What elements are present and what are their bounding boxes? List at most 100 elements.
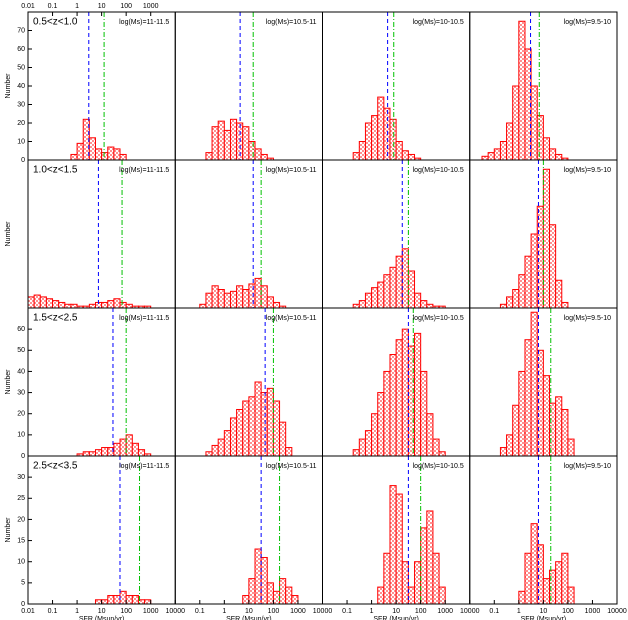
bar xyxy=(407,586,416,605)
x-tick-label: 10 xyxy=(98,608,106,615)
bar xyxy=(101,447,109,457)
y-tick-label: 30 xyxy=(17,474,25,481)
bar xyxy=(420,370,428,457)
bar xyxy=(358,300,366,309)
y-tick-label: 50 xyxy=(17,347,25,354)
bar xyxy=(205,451,213,457)
bar xyxy=(266,387,274,457)
bar xyxy=(279,578,287,605)
bar xyxy=(88,137,96,161)
y-tick-label: 0 xyxy=(21,601,25,608)
panel-frame xyxy=(27,159,176,309)
panel-frame xyxy=(27,307,176,457)
annotation: log(Ms)=10.5-11 xyxy=(266,19,317,26)
bar xyxy=(260,392,268,457)
x-tick-label: 100 xyxy=(120,608,132,615)
x-axis-label: SFR (Msun/yr) xyxy=(226,616,272,620)
bar xyxy=(530,233,538,309)
bar xyxy=(567,438,575,457)
bar xyxy=(131,595,139,605)
bar xyxy=(266,296,274,309)
bar xyxy=(82,451,90,457)
bar xyxy=(254,381,262,457)
bar xyxy=(549,148,557,161)
y-tick-label: 15 xyxy=(17,537,25,544)
bar xyxy=(377,281,385,309)
bar xyxy=(542,168,551,309)
bar xyxy=(285,586,293,605)
bar xyxy=(383,552,391,605)
bar xyxy=(401,150,409,161)
y-tick-label: 30 xyxy=(17,101,25,108)
bar xyxy=(229,118,238,161)
bar xyxy=(113,595,121,605)
bar xyxy=(101,152,109,161)
bar xyxy=(94,148,103,161)
bar xyxy=(481,155,489,161)
bar xyxy=(236,285,244,309)
bar xyxy=(364,292,373,309)
y-tick-label: 60 xyxy=(17,46,25,53)
x-tick-label: 10 xyxy=(98,3,106,10)
bar xyxy=(52,300,60,309)
x-tick-label: 0.1 xyxy=(342,608,352,615)
bar xyxy=(401,328,409,457)
bar xyxy=(512,289,520,309)
bar xyxy=(236,408,244,457)
panel-frame xyxy=(27,11,176,161)
bar xyxy=(524,552,532,605)
bar xyxy=(58,301,66,309)
bar xyxy=(272,400,281,457)
x-tick-label: 10000 xyxy=(166,608,186,615)
bar xyxy=(383,274,391,309)
bar xyxy=(45,298,54,309)
y-tick-label: 5 xyxy=(21,580,25,587)
bar xyxy=(125,595,133,605)
x-tick-label: 0.1 xyxy=(48,608,58,615)
bar xyxy=(426,510,434,605)
bar xyxy=(272,590,281,605)
y-axis-label: Number xyxy=(5,221,12,247)
bar xyxy=(389,354,397,457)
bar xyxy=(211,444,219,457)
bar xyxy=(389,266,397,309)
bar xyxy=(260,153,268,161)
bar xyxy=(119,153,127,161)
bar xyxy=(549,224,557,309)
bar xyxy=(377,586,385,605)
bar xyxy=(401,248,409,309)
bar xyxy=(499,141,508,161)
bar xyxy=(426,303,434,309)
bar xyxy=(518,20,526,161)
bar xyxy=(260,285,268,309)
x-axis-label: SFR (Msun/yr) xyxy=(79,616,125,620)
annotation: log(Ms)=10-10.5 xyxy=(413,315,464,322)
bar xyxy=(438,451,446,457)
bar xyxy=(119,590,127,605)
bar xyxy=(567,586,575,605)
bar xyxy=(223,430,231,457)
bar xyxy=(407,270,416,309)
x-tick-label: 10000 xyxy=(607,608,627,615)
bar xyxy=(352,449,360,457)
y-tick-label: 20 xyxy=(17,516,25,523)
bar xyxy=(88,451,96,457)
bar xyxy=(285,447,293,457)
y-tick-label: 40 xyxy=(17,83,25,90)
bar xyxy=(242,400,250,457)
bar xyxy=(536,205,544,309)
bar xyxy=(27,296,35,309)
bar xyxy=(561,301,569,309)
y-tick-label: 10 xyxy=(17,138,25,145)
bar xyxy=(383,107,391,161)
annotation: log(Ms)=11-11.5 xyxy=(119,315,169,322)
bar xyxy=(94,449,103,457)
annotation: log(Ms)=10-10.5 xyxy=(413,167,464,174)
bar xyxy=(524,339,532,457)
bar xyxy=(512,404,520,457)
x-tick-label: 1000 xyxy=(143,608,159,615)
row-title: 1.0<z<1.5 xyxy=(33,165,78,176)
x-tick-label: 10 xyxy=(539,608,547,615)
y-axis-label: Number xyxy=(5,369,12,395)
x-tick-label: 10 xyxy=(245,608,253,615)
